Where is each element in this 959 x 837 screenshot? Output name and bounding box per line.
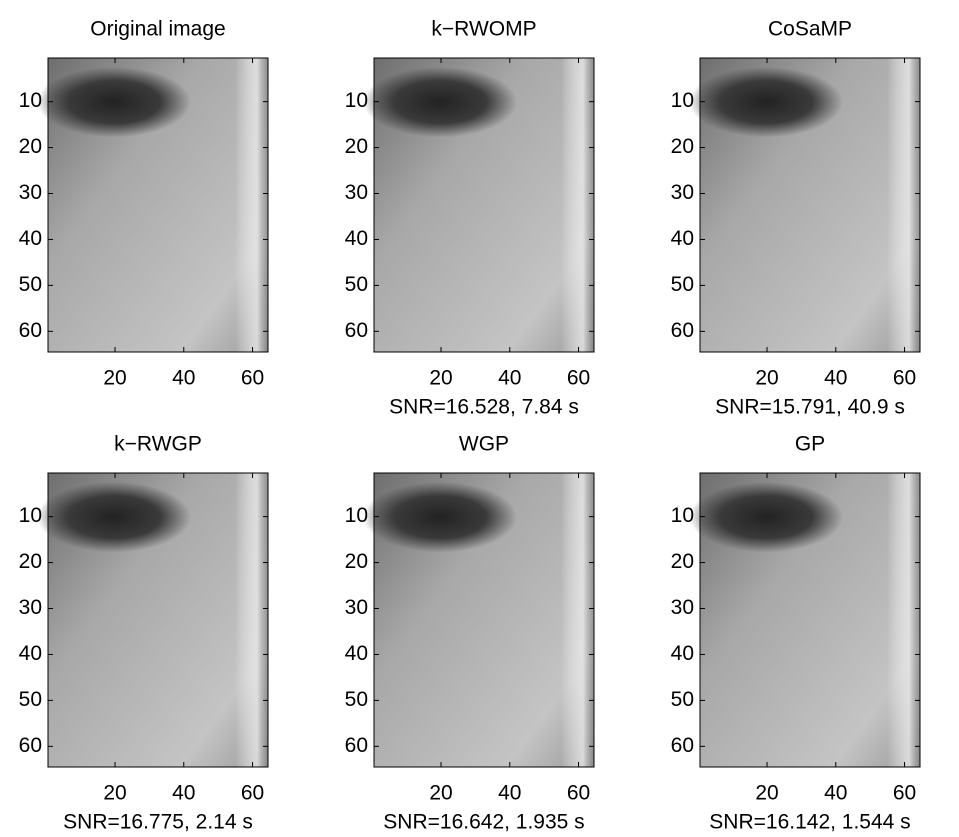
x-tick-label: 60	[567, 782, 590, 805]
x-tick-label: 60	[567, 367, 590, 390]
image-feature	[374, 473, 594, 767]
y-tick-label: 20	[19, 550, 42, 573]
axes-box	[47, 472, 269, 768]
y-tick-label: 30	[19, 596, 42, 619]
x-tick-label: 20	[755, 782, 778, 805]
y-tick-label: 40	[19, 642, 42, 665]
y-tick-label: 50	[19, 688, 42, 711]
x-tick-label: 40	[824, 367, 847, 390]
panel-caption: SNR=16.775, 2.14 s	[63, 811, 253, 834]
y-tick-label: 10	[345, 89, 368, 112]
image-feature	[374, 58, 594, 352]
panel-caption: SNR=16.142, 1.544 s	[709, 811, 910, 834]
y-tick-label: 10	[345, 504, 368, 527]
y-tick-label: 10	[19, 89, 42, 112]
y-tick-label: 10	[671, 504, 694, 527]
y-tick-label: 60	[19, 319, 42, 342]
y-tick-label: 60	[345, 734, 368, 757]
x-tick-label: 20	[429, 782, 452, 805]
y-tick-label: 50	[19, 273, 42, 296]
x-tick-label: 20	[103, 782, 126, 805]
panel-title: k−RWOMP	[431, 18, 536, 41]
panel-caption: SNR=16.528, 7.84 s	[389, 396, 579, 419]
y-tick-label: 60	[671, 734, 694, 757]
x-tick-label: 40	[172, 367, 195, 390]
axes-box	[373, 57, 595, 353]
y-tick-label: 30	[345, 596, 368, 619]
y-tick-label: 40	[345, 642, 368, 665]
panel-caption: SNR=15.791, 40.9 s	[715, 396, 905, 419]
x-tick-label: 20	[429, 367, 452, 390]
panel-title: CoSaMP	[768, 18, 852, 41]
x-tick-label: 40	[498, 367, 521, 390]
y-tick-label: 10	[19, 504, 42, 527]
x-tick-label: 20	[755, 367, 778, 390]
axes-box	[699, 57, 921, 353]
axes-box	[373, 472, 595, 768]
y-tick-label: 30	[671, 596, 694, 619]
x-tick-label: 60	[893, 367, 916, 390]
y-tick-label: 20	[345, 135, 368, 158]
y-tick-label: 10	[671, 89, 694, 112]
y-tick-label: 20	[671, 135, 694, 158]
y-tick-label: 20	[671, 550, 694, 573]
image-feature	[48, 473, 268, 767]
panel-title: WGP	[459, 433, 509, 456]
x-tick-label: 40	[172, 782, 195, 805]
x-tick-label: 60	[241, 782, 264, 805]
x-tick-label: 20	[103, 367, 126, 390]
y-tick-label: 30	[671, 181, 694, 204]
axes-box	[47, 57, 269, 353]
axes-box	[699, 472, 921, 768]
y-tick-label: 40	[345, 227, 368, 250]
image-feature	[48, 58, 268, 352]
x-tick-label: 40	[824, 782, 847, 805]
y-tick-label: 40	[671, 642, 694, 665]
panel-title: GP	[795, 433, 825, 456]
y-tick-label: 60	[345, 319, 368, 342]
x-tick-label: 60	[893, 782, 916, 805]
y-tick-label: 40	[19, 227, 42, 250]
y-tick-label: 50	[345, 688, 368, 711]
panel-caption: SNR=16.642, 1.935 s	[383, 811, 584, 834]
y-tick-label: 60	[19, 734, 42, 757]
y-tick-label: 50	[345, 273, 368, 296]
y-tick-label: 50	[671, 273, 694, 296]
x-tick-label: 60	[241, 367, 264, 390]
y-tick-label: 60	[671, 319, 694, 342]
y-tick-label: 20	[19, 135, 42, 158]
y-tick-label: 40	[671, 227, 694, 250]
panel-title: k−RWGP	[114, 433, 202, 456]
y-tick-label: 30	[19, 181, 42, 204]
image-feature	[700, 58, 920, 352]
image-feature	[700, 473, 920, 767]
x-tick-label: 40	[498, 782, 521, 805]
y-tick-label: 30	[345, 181, 368, 204]
panel-title: Original image	[90, 18, 225, 41]
y-tick-label: 50	[671, 688, 694, 711]
y-tick-label: 20	[345, 550, 368, 573]
